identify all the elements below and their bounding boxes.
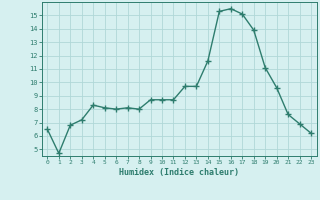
X-axis label: Humidex (Indice chaleur): Humidex (Indice chaleur) xyxy=(119,168,239,177)
